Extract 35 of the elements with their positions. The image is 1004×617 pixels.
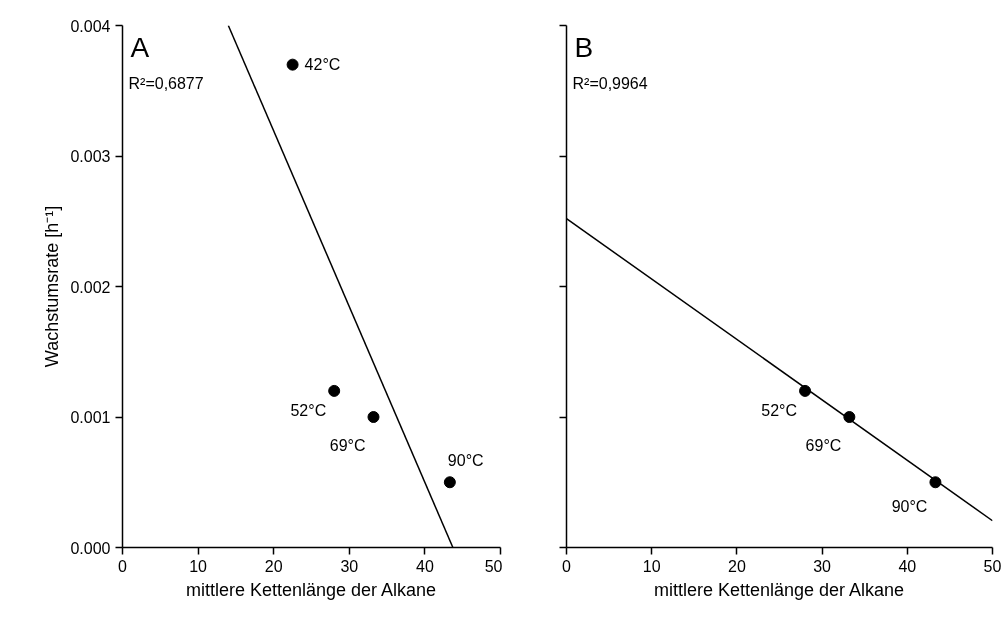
y-tick-label: 0.001 (70, 409, 111, 426)
x-tick-label: 10 (189, 557, 208, 575)
y-axis-title: Wachstumsrate [h⁻¹] (42, 205, 63, 368)
point (286, 58, 299, 71)
y-tick-label: 0.000 (70, 539, 111, 557)
x-tick-label: 50 (983, 557, 1002, 575)
point (328, 384, 341, 397)
x-axis-title: mittlere Kettenlänge der Alkane (653, 579, 905, 600)
annotation: R²=0,6877 (128, 75, 204, 92)
annotation: 52°C (290, 402, 327, 420)
chart-title: A (130, 31, 150, 63)
x-tick-label: 0 (118, 557, 128, 575)
annotation: 69°C (329, 436, 366, 454)
y-tick-label: 0.003 (70, 148, 111, 165)
x-tick-label: 0 (562, 557, 572, 575)
chart-title: B (574, 31, 594, 63)
annotation: R²=0,9964 (572, 75, 648, 92)
y-tick-label: 0.002 (70, 278, 111, 296)
x-tick-label: 40 (416, 557, 434, 575)
point (443, 476, 456, 489)
annotation: 90°C (891, 497, 928, 515)
x-tick-label: 50 (484, 557, 503, 575)
y-tick-label: 0.004 (70, 17, 111, 35)
x-axis-title: mittlere Kettenlänge der Alkane (185, 579, 437, 600)
annotation: 69°C (805, 436, 842, 454)
x-tick-label: 10 (642, 557, 661, 575)
x-tick-label: 20 (264, 557, 283, 575)
x-tick-label: 40 (898, 557, 917, 575)
annotation: 90°C (447, 451, 484, 469)
x-tick-label: 30 (340, 557, 359, 575)
annotation: 52°C (761, 402, 798, 420)
x-tick-label: 20 (728, 557, 746, 575)
annotation: 42°C (304, 56, 341, 74)
x-tick-label: 30 (813, 557, 832, 575)
point (367, 411, 380, 423)
